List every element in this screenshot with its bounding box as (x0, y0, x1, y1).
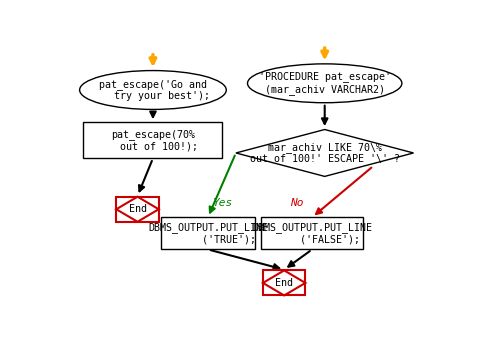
Ellipse shape (80, 71, 226, 109)
Text: No: No (290, 198, 303, 207)
Bar (263, 270, 305, 295)
Bar (261, 217, 364, 250)
Text: pat_escape('Go and
   try your best');: pat_escape('Go and try your best'); (96, 79, 210, 101)
Text: DBMS_OUTPUT.PUT_LINE
       ('TRUE');: DBMS_OUTPUT.PUT_LINE ('TRUE'); (148, 222, 268, 245)
Text: End: End (128, 204, 146, 214)
Ellipse shape (248, 64, 402, 103)
Text: 'PROCEDURE pat_escape'
(mar_achiv VARCHAR2): 'PROCEDURE pat_escape' (mar_achiv VARCHA… (258, 72, 391, 95)
Text: mar_achiv LIKE 70\%
out of 100!' ESCAPE '\' ?: mar_achiv LIKE 70\% out of 100!' ESCAPE … (249, 142, 400, 164)
Text: DBMS_OUTPUT.PUT_LINE
      ('FALSE');: DBMS_OUTPUT.PUT_LINE ('FALSE'); (252, 222, 372, 245)
Polygon shape (236, 129, 413, 176)
Bar (117, 197, 159, 222)
Text: Yes: Yes (213, 198, 234, 207)
Bar (84, 122, 223, 158)
Bar (161, 217, 255, 250)
Text: pat_escape(70%
  out of 100!);: pat_escape(70% out of 100!); (108, 129, 198, 151)
Text: End: End (275, 278, 293, 288)
